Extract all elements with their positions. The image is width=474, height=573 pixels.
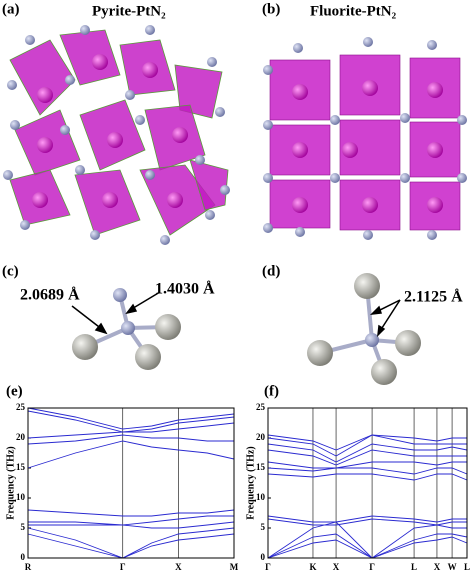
- x-tick-label: L: [411, 562, 417, 572]
- band-line: [28, 515, 234, 526]
- band-line: [27, 533, 235, 559]
- y-tick-label: 10: [16, 492, 26, 502]
- y-tick-label: 5: [261, 522, 266, 532]
- x-tick-label: W: [448, 562, 457, 572]
- band-line: [267, 473, 468, 481]
- band-line: [27, 407, 235, 430]
- y-tick-label: 10: [256, 492, 266, 502]
- x-tick-label: R: [25, 562, 32, 572]
- bond-length: 2.1125 Å: [404, 288, 463, 306]
- band-line: [27, 440, 235, 469]
- y-tick-label: 0: [21, 552, 26, 562]
- x-tick-label: Γ: [120, 562, 126, 572]
- x-tick-label: X: [434, 562, 441, 572]
- x-tick-label: L: [464, 562, 470, 572]
- panel-label: (c): [2, 263, 19, 279]
- band-line: [27, 410, 235, 433]
- y-tick-label: 20: [256, 432, 266, 442]
- plot-frame: [267, 407, 468, 559]
- pyrite-atoms: [3, 25, 230, 245]
- y-axis-label: Frequency (THz): [245, 446, 256, 519]
- panel-label: (f): [264, 383, 279, 399]
- panel-title: Fluorite-PtN₂: [310, 3, 397, 19]
- band-line: [27, 509, 235, 517]
- y-tick-label: 20: [16, 432, 26, 442]
- y-tick-label: 15: [16, 462, 26, 472]
- y-tick-label: 25: [16, 402, 26, 412]
- x-tick-label: X: [175, 562, 182, 572]
- band-line: [27, 422, 235, 439]
- plots: 0 5 10 15 20 25 R Γ X M Frequency (THz) 0 5 10 15 20 25 Γ…: [5, 402, 470, 572]
- band-line: [267, 434, 467, 451]
- panel-label: (a): [2, 1, 20, 17]
- fluorite-atoms: [263, 37, 467, 240]
- x-tick-label: K: [309, 562, 316, 572]
- plot-frame: [27, 407, 235, 559]
- fluorite-bond-unit: [307, 273, 421, 385]
- band-line: [27, 434, 234, 445]
- band-line: [267, 434, 467, 457]
- x-tick-label: X: [333, 562, 340, 572]
- band-line: [267, 443, 468, 463]
- bond-length: 2.0689 Å: [20, 286, 80, 304]
- fluorite-structure: [269, 54, 461, 231]
- band-line: [267, 467, 468, 475]
- band-line: [267, 536, 468, 559]
- x-tick-label: Γ: [265, 562, 271, 572]
- y-tick-label: 15: [256, 462, 266, 472]
- band-line: [267, 533, 468, 559]
- y-tick-label: 5: [21, 522, 26, 532]
- panel-label: (e): [6, 383, 23, 399]
- panel-label: (b): [262, 1, 280, 17]
- y-tick-label: 0: [261, 552, 266, 562]
- x-tick-label: M: [230, 562, 239, 572]
- band-line: [28, 521, 235, 529]
- x-tick-label: Γ: [369, 562, 375, 572]
- band-line: [267, 521, 467, 559]
- pyrite-bond-unit: [71, 288, 181, 370]
- band-line: [267, 515, 467, 523]
- y-axis-label: Frequency (THz): [5, 446, 16, 519]
- band-line: [267, 461, 467, 469]
- band-line: [27, 527, 235, 559]
- band-line: [267, 449, 467, 466]
- panel-label: (d): [262, 263, 280, 279]
- panel-title: Pyrite-PtN₂: [92, 3, 166, 19]
- bond-length: 1.4030 Å: [155, 280, 215, 298]
- band-line: [267, 518, 467, 526]
- y-tick-label: 25: [256, 402, 266, 412]
